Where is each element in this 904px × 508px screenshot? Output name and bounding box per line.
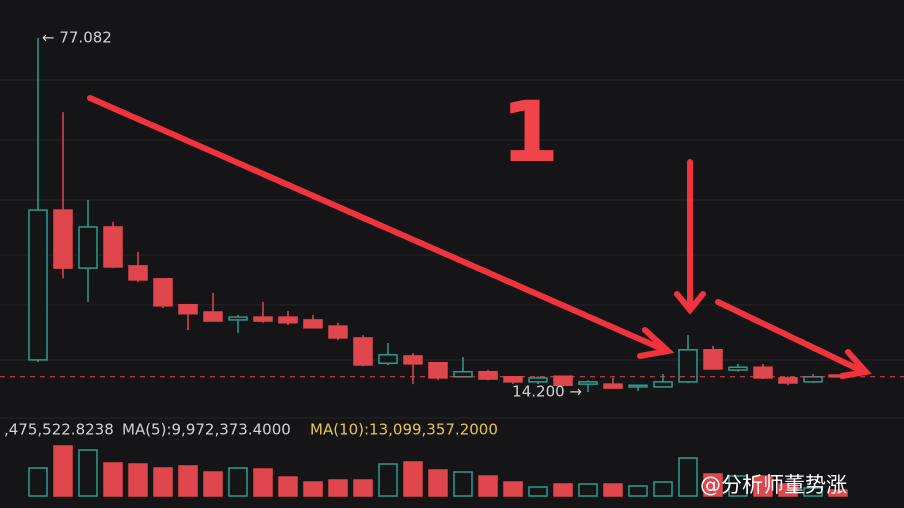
volume-bar: [578, 483, 598, 497]
candle-body: [478, 370, 498, 380]
volume-bar: [828, 489, 848, 497]
volume-bar: [153, 467, 173, 497]
volume-bar: [753, 475, 773, 497]
candle-body: [728, 366, 748, 371]
volume-bar: [253, 468, 273, 497]
volume-bar: [403, 461, 423, 497]
arrows: [87, 95, 872, 379]
volume-bar: [778, 483, 798, 497]
candle-body: [28, 209, 48, 361]
candle-body: [428, 361, 448, 379]
high-label: ← 77.082: [42, 28, 112, 46]
candle-body: [578, 381, 598, 385]
candle-body: [78, 226, 98, 269]
candle-body: [653, 381, 673, 388]
candle-body: [328, 325, 348, 339]
volume-bar: [503, 481, 523, 497]
candle-body: [403, 355, 423, 365]
volume-bar: [28, 467, 48, 497]
candle-body: [128, 265, 148, 281]
candle-body: [278, 316, 298, 324]
volume-bar: [653, 481, 673, 497]
plot: ← 77.082 14.200 →: [0, 28, 904, 497]
volume-label: ,475,522.8238: [4, 421, 114, 439]
candle-body: [778, 377, 798, 384]
candle-body: [378, 354, 398, 365]
candle-body: [628, 384, 648, 388]
volume-bar: [328, 479, 348, 497]
candle-body: [178, 303, 198, 315]
volume-bar: [303, 481, 323, 497]
candle-body: [753, 366, 773, 379]
candle-body: [528, 377, 548, 383]
volume-bar: [678, 457, 698, 497]
grid: [0, 79, 904, 419]
volume-bar: [378, 463, 398, 497]
volume-bar: [628, 485, 648, 497]
candle-body: [228, 316, 248, 321]
candle-body: [453, 370, 473, 378]
volume-bar: [278, 476, 298, 497]
volume-bar: [803, 487, 823, 497]
candle-body: [553, 375, 573, 386]
volume-bar: [228, 467, 248, 497]
annotation: 1: [501, 83, 559, 181]
volume-bar: [178, 465, 198, 497]
volume-bar: [603, 483, 623, 497]
volume-bar: [203, 471, 223, 497]
ma5-label: MA(5):9,972,373.4000: [122, 421, 291, 439]
volume-bar: [428, 469, 448, 497]
candle-body: [203, 311, 223, 322]
candle-body: [603, 383, 623, 389]
candle-body: [678, 349, 698, 383]
watermark: @分析师董势涨: [700, 473, 847, 497]
volume-bar: [128, 463, 148, 497]
volume-bar: [728, 475, 748, 497]
candle-body: [353, 337, 373, 366]
candle-body: [53, 209, 73, 269]
volume-bar: [353, 479, 373, 497]
volume-bar: [78, 449, 98, 497]
volume-bar: [103, 462, 123, 497]
candle-body: [503, 376, 523, 383]
volume-bar: [53, 445, 73, 497]
candle-body: [303, 319, 323, 329]
candle-body: [253, 316, 273, 322]
volume-bar: [528, 486, 548, 497]
volume-bar: [478, 475, 498, 497]
volume-bar: [553, 483, 573, 497]
low-label: 14.200 →: [512, 383, 582, 401]
ma10-label: MA(10):13,099,357.2000: [310, 421, 498, 439]
candle-body: [153, 278, 173, 307]
volume-bar: [703, 473, 723, 497]
candle-body: [103, 226, 123, 268]
candle-body: [703, 349, 723, 370]
candle-body: [803, 376, 823, 383]
volume-bar: [453, 471, 473, 497]
